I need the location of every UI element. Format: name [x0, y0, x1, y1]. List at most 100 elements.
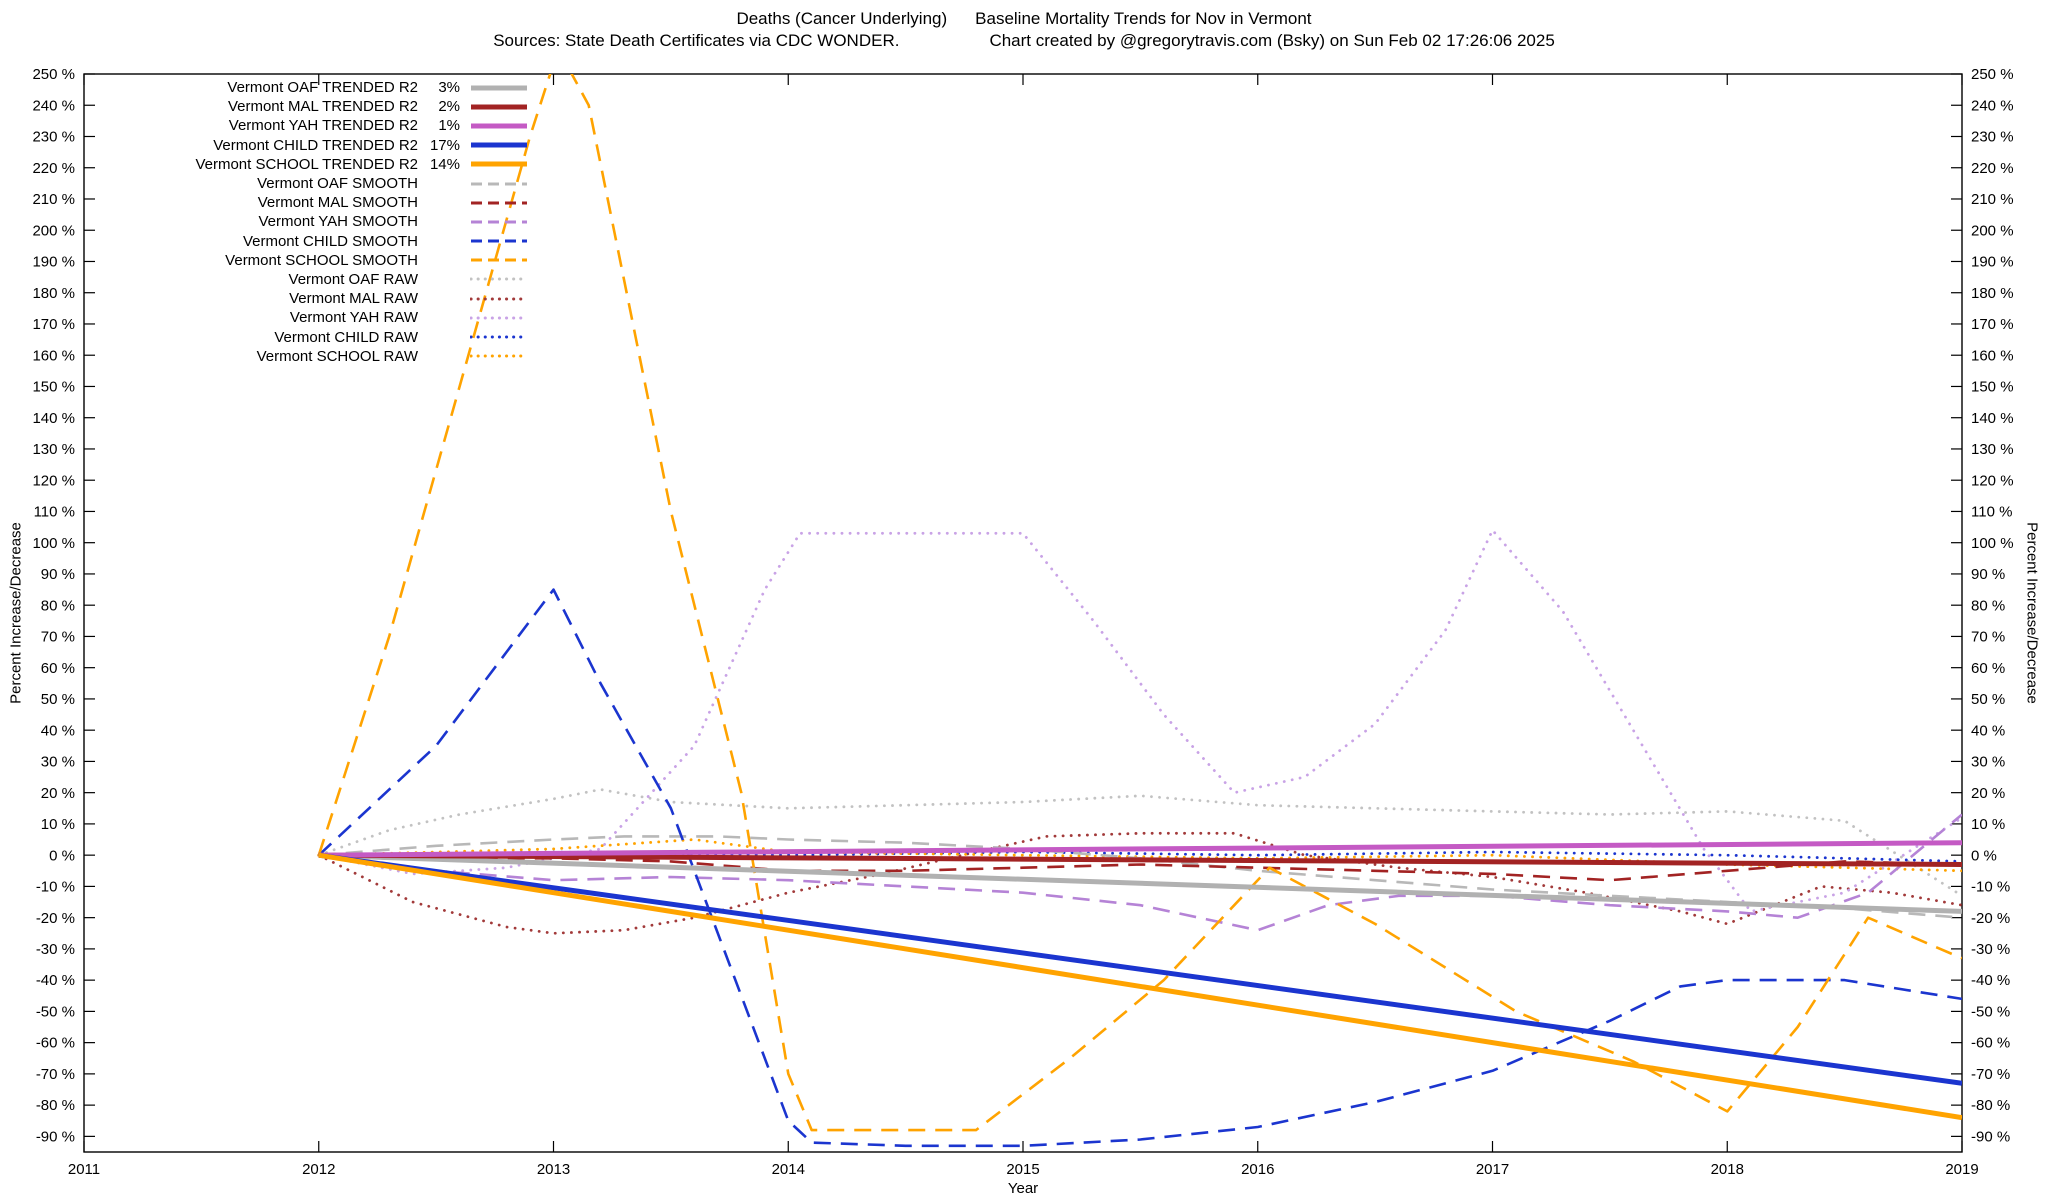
legend-r2-value: 3%: [438, 79, 460, 97]
y-tick-label-right: 130 %: [1971, 441, 2014, 458]
y-tick-label-left: -70 %: [36, 1066, 75, 1083]
y-tick-label-right: -50 %: [1971, 1003, 2010, 1020]
legend-row-school-raw: Vermont SCHOOL RAW: [88, 347, 528, 366]
y-tick-label-left: 10 %: [41, 816, 75, 833]
y-tick-label-left: 30 %: [41, 754, 75, 771]
legend-label: Vermont OAF SMOOTH: [257, 175, 418, 193]
series-child-trended: [318, 852, 1962, 1086]
x-tick-label: 2018: [1711, 1161, 1744, 1178]
y-tick-label-right: 70 %: [1971, 629, 2005, 646]
legend-line-sample: [471, 161, 527, 167]
series-yah-raw: [317, 528, 1962, 913]
legend-label: Vermont YAH TRENDED R2: [228, 117, 418, 135]
legend-row-yah-trended: Vermont YAH TRENDED R2 1%: [88, 116, 528, 135]
legend-r2-value: 1%: [438, 117, 460, 135]
chart-titles: Deaths (Cancer Underlying) Baseline Mort…: [0, 8, 2048, 52]
series-mal-smooth: [318, 853, 1962, 882]
chart-sources: Sources: State Death Certificates via CD…: [493, 31, 900, 50]
legend-line-sample: [471, 85, 527, 91]
y-tick-label-left: 210 %: [32, 191, 75, 208]
legend-row-school-trended: Vermont SCHOOL TRENDED R2 14%: [88, 155, 528, 174]
legend-label: Vermont YAH RAW: [289, 309, 418, 327]
legend-label: Vermont SCHOOL SMOOTH: [225, 251, 418, 269]
y-tick-label-left: 190 %: [32, 254, 75, 271]
y-tick-label-left: 240 %: [32, 97, 75, 114]
x-tick-label: 2019: [1945, 1161, 1978, 1178]
x-axis-label: Year: [1008, 1180, 1038, 1197]
x-tick-label: 2017: [1476, 1161, 1509, 1178]
y-tick-label-right: -20 %: [1971, 910, 2010, 927]
legend-r2-value: 2%: [438, 98, 460, 116]
y-tick-label-left: 50 %: [41, 691, 75, 708]
y-tick-label-right: 50 %: [1971, 691, 2005, 708]
chart-title-part1: Deaths (Cancer Underlying): [736, 9, 948, 28]
y-tick-label-left: -10 %: [36, 879, 75, 896]
y-tick-label-right: -70 %: [1971, 1066, 2010, 1083]
y-tick-label-left: 130 %: [32, 441, 75, 458]
y-tick-label-left: 20 %: [41, 785, 75, 802]
legend-label: Vermont CHILD RAW: [274, 328, 418, 346]
y-tick-label-right: 250 %: [1971, 66, 2014, 83]
series-oaf-raw: [317, 788, 1962, 898]
y-tick-label-right: -40 %: [1971, 972, 2010, 989]
y-axis-label-right: Percent Increase/Decrease: [2023, 522, 2041, 704]
y-tick-label-right: 110 %: [1971, 504, 2012, 521]
legend-label: Vermont MAL RAW: [289, 290, 418, 308]
legend-r2-value: 17%: [429, 136, 460, 154]
y-tick-label-left: -90 %: [36, 1128, 75, 1145]
legend-row-school-smooth: Vermont SCHOOL SMOOTH: [88, 251, 528, 270]
y-tick-label-left: 100 %: [32, 535, 75, 552]
legend-line-sample: [470, 277, 528, 281]
x-tick-label: 2012: [302, 1161, 335, 1178]
y-tick-label-left: -80 %: [36, 1097, 75, 1114]
y-tick-label-left: -20 %: [36, 910, 75, 927]
legend-r2-value: 14%: [429, 155, 460, 173]
y-tick-label-right: 40 %: [1971, 722, 2005, 739]
y-tick-label-right: 180 %: [1971, 285, 2014, 302]
y-tick-label-left: 140 %: [32, 410, 75, 427]
series-mal-raw: [317, 831, 1962, 935]
x-tick-label: 2011: [68, 1161, 100, 1178]
series-school-smooth: [317, 74, 1962, 1132]
legend-label: Vermont SCHOOL TRENDED R2: [195, 155, 418, 173]
series-child-raw: [317, 850, 1962, 863]
y-tick-label-right: 0 %: [1971, 847, 1997, 864]
y-tick-label-left: 250 %: [32, 66, 75, 83]
y-tick-label-left: 220 %: [32, 160, 75, 177]
chart-subtitle: Sources: State Death Certificates via CD…: [0, 30, 2048, 52]
y-tick-label-right: 30 %: [1971, 754, 2005, 771]
y-tick-label-left: -60 %: [36, 1035, 75, 1052]
y-tick-label-left: 60 %: [41, 660, 75, 677]
legend-row-mal-smooth: Vermont MAL SMOOTH: [88, 193, 528, 212]
x-tick-label: 2014: [772, 1161, 805, 1178]
legend-line-sample: [470, 316, 528, 320]
legend-line-sample: [471, 182, 527, 186]
x-tick-label: 2016: [1241, 1161, 1274, 1178]
legend-row-mal-raw: Vermont MAL RAW: [88, 289, 528, 308]
y-tick-label-left: 0 %: [49, 847, 75, 864]
legend-label: Vermont MAL TRENDED R2: [227, 98, 418, 116]
series-mal-trended: [318, 852, 1962, 867]
legend-label: Vermont OAF TRENDED R2: [227, 79, 418, 97]
y-tick-label-right: 150 %: [1971, 379, 2014, 396]
legend-row-mal-trended: Vermont MAL TRENDED R2 2%: [88, 97, 528, 116]
y-tick-label-right: 240 %: [1971, 97, 2014, 114]
y-tick-label-left: 180 %: [32, 285, 75, 302]
series-child-smooth: [317, 588, 1962, 1148]
y-tick-label-right: 140 %: [1971, 410, 2014, 427]
y-tick-label-left: 80 %: [41, 597, 75, 614]
series-yah-smooth: [318, 813, 1962, 932]
legend-line-sample: [471, 123, 527, 129]
y-tick-label-right: 20 %: [1971, 785, 2005, 802]
legend-label: Vermont CHILD TRENDED R2: [213, 136, 418, 154]
y-tick-label-left: 230 %: [32, 129, 75, 146]
series-yah-trended: [318, 840, 1962, 858]
series-school-trended: [318, 852, 1962, 1121]
legend-row-yah-smooth: Vermont YAH SMOOTH: [88, 212, 528, 231]
y-tick-label-left: 150 %: [32, 379, 75, 396]
y-tick-label-right: -60 %: [1971, 1035, 2010, 1052]
y-tick-label-right: -90 %: [1971, 1128, 2010, 1145]
chart-legend: Vermont OAF TRENDED R2 3% Vermont MAL TREN…: [88, 78, 528, 366]
y-tick-label-right: 190 %: [1971, 254, 2014, 271]
